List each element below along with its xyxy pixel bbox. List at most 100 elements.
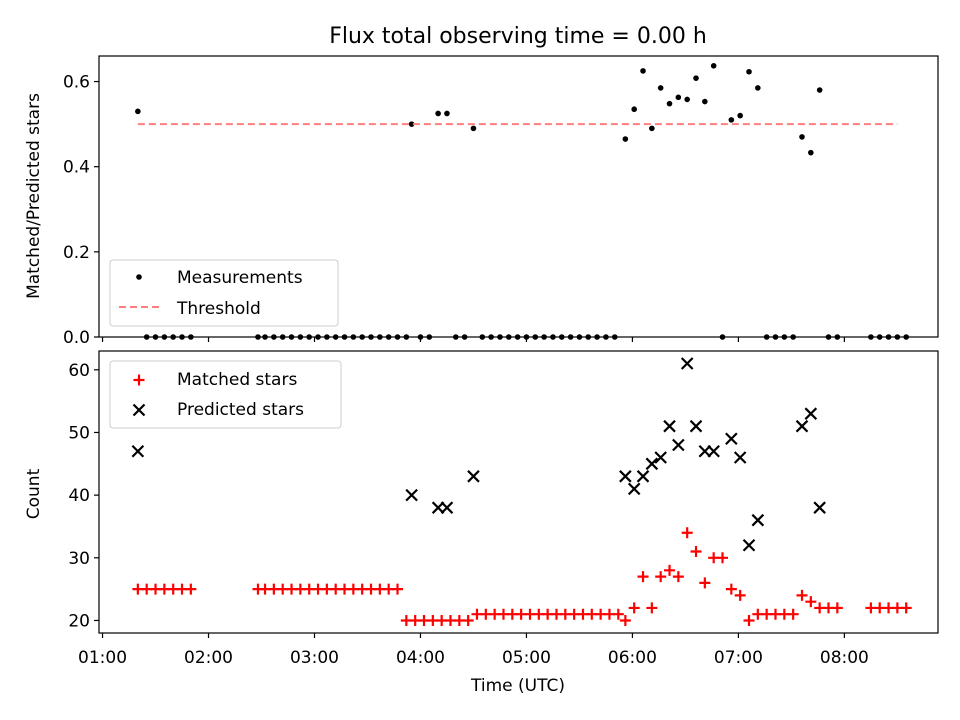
x-axis-label: Time (UTC)	[470, 676, 565, 696]
matched-stars-point	[699, 577, 711, 589]
top-y-axis-label: Matched/Predicted stars	[24, 93, 44, 299]
legend-predicted-stars-label: Predicted stars	[177, 400, 304, 420]
legend-measurements-label: Measurements	[177, 268, 303, 288]
matched-stars-point	[681, 527, 693, 539]
measurement-point	[746, 68, 752, 75]
predicted-stars-point	[707, 444, 720, 458]
predicted-stars-point	[751, 513, 765, 527]
matched-stars-point	[655, 571, 667, 583]
x-tick-label: 01:00	[78, 648, 127, 668]
measurement-point	[649, 125, 655, 132]
measurement-point	[435, 110, 441, 117]
predicted-stars-point	[733, 451, 747, 464]
matched-stars-point	[805, 596, 817, 608]
measurement-point	[631, 106, 637, 113]
bottom-legend: Matched stars Predicted stars	[109, 360, 342, 429]
matched-stars-point	[392, 583, 404, 595]
top-y-tick-label: 0.0	[63, 328, 90, 348]
predicted-stars-point	[636, 470, 650, 483]
top-y-tick-label: 0.2	[63, 243, 90, 263]
matched-stars-point	[619, 614, 631, 626]
legend-matched-stars-marker	[133, 374, 145, 386]
bottom-axes-frame	[98, 350, 939, 634]
legend-measurements-marker	[136, 274, 142, 280]
measurement-point	[693, 75, 699, 81]
measurement-point	[444, 110, 450, 117]
top-axes-frame	[98, 55, 939, 338]
bottom-y-axis-label: Count	[24, 468, 44, 519]
predicted-stars-point	[689, 419, 703, 433]
x-tick-label: 04:00	[396, 648, 445, 668]
predicted-stars-point	[742, 538, 756, 552]
measurement-point	[710, 62, 717, 69]
measurement-point	[640, 68, 646, 74]
x-tick-label: 03:00	[290, 648, 339, 668]
bottom-plot-marks	[131, 357, 912, 626]
measurement-point	[675, 94, 682, 101]
predicted-stars-point	[440, 501, 454, 514]
measurement-point	[799, 134, 805, 140]
measurement-point	[666, 100, 673, 107]
predicted-stars-point	[627, 482, 641, 496]
x-tick-label: 08:00	[820, 648, 869, 668]
predicted-stars-point	[131, 444, 145, 458]
matched-stars-point	[734, 589, 746, 601]
top-panel: 0.0 0.2 0.4 0.6 Matched/Predicted stars Mea…	[24, 55, 939, 348]
measurement-point	[470, 125, 477, 132]
matched-stars-point	[462, 614, 474, 626]
measurement-point	[702, 98, 708, 105]
matched-stars-point	[725, 583, 737, 595]
predicted-stars-point	[405, 488, 418, 502]
matched-stars-point	[628, 602, 640, 614]
x-tick-label: 05:00	[502, 648, 551, 668]
bottom-y-tick-label: 30	[68, 549, 90, 569]
top-y-ticks: 0.0 0.2 0.4 0.6	[63, 73, 99, 348]
predicted-stars-point	[645, 457, 659, 471]
predicted-stars-point	[619, 470, 632, 483]
top-plot-marks	[135, 62, 910, 340]
measurement-point	[816, 87, 823, 93]
x-tick-label: 02:00	[184, 648, 233, 668]
predicted-stars-point	[804, 407, 818, 420]
top-y-tick-label: 0.6	[63, 73, 90, 93]
measurement-point	[135, 108, 141, 115]
legend-predicted-stars-marker	[132, 403, 146, 417]
figure-title: Flux total observing time = 0.00 h	[329, 24, 707, 49]
bottom-legend-box	[109, 360, 342, 429]
measurement-point	[684, 96, 690, 103]
measurement-point	[622, 136, 629, 142]
matched-stars-point	[672, 571, 684, 583]
top-legend: Measurements Threshold	[109, 259, 339, 327]
bottom-y-tick-label: 40	[68, 486, 90, 506]
top-legend-box	[109, 259, 339, 327]
matched-stars-point	[796, 589, 808, 601]
predicted-stars-point	[663, 419, 676, 433]
predicted-stars-point	[680, 357, 694, 370]
predicted-stars-point	[672, 438, 685, 452]
bottom-panel: 20 30 40 50 60 01:00 02:00 03:00 04:00 05:00 06:0…	[24, 350, 939, 696]
matched-stars-point	[637, 571, 649, 583]
measurement-point	[657, 85, 664, 91]
measurement-point	[737, 112, 743, 119]
predicted-stars-point	[654, 451, 667, 464]
matched-stars-point	[717, 552, 729, 564]
bottom-x-ticks: 01:00 02:00 03:00 04:00 05:00 06:00 07:00 08:00	[78, 633, 869, 668]
x-tick-label: 07:00	[714, 648, 763, 668]
predicted-stars-point	[813, 501, 826, 514]
measurement-point	[408, 121, 415, 127]
bottom-y-ticks: 20 30 40 50 60	[68, 361, 99, 631]
measurement-point	[755, 85, 761, 91]
predicted-stars-point	[795, 419, 809, 433]
matched-stars-point	[612, 608, 624, 620]
measurement-point	[728, 117, 735, 123]
matched-stars-point	[831, 602, 843, 614]
top-x-ticks	[101, 337, 845, 342]
legend-matched-stars-label: Matched stars	[177, 370, 297, 390]
matched-stars-point	[185, 583, 197, 595]
top-y-tick-label: 0.4	[63, 158, 90, 178]
x-tick-label: 06:00	[608, 648, 657, 668]
matched-stars-point	[743, 614, 755, 626]
predicted-stars-point	[467, 470, 480, 483]
